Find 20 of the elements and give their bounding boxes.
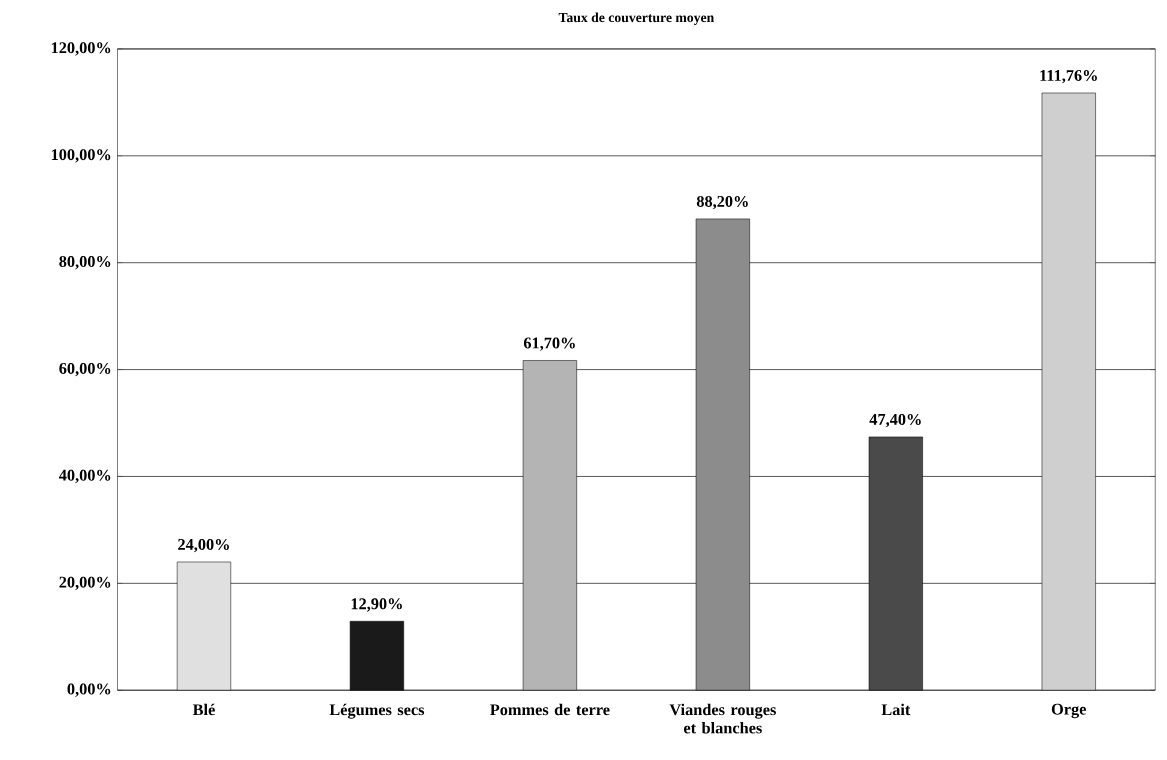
x-tick-label: Pommes de terre: [490, 703, 610, 716]
y-tick-label: 100,00%: [51, 149, 111, 163]
data-label: 12,90%: [351, 598, 402, 612]
x-tick-label: Légumes secs: [329, 703, 425, 719]
data-label: 47,40%: [869, 414, 921, 428]
data-label: 88,20%: [696, 196, 748, 210]
chart-title: Taux de couverture moyen: [558, 12, 715, 26]
data-label: 24,00%: [178, 539, 229, 553]
y-tick-label: 0,00%: [67, 683, 111, 698]
y-tick-label: 120,00%: [51, 42, 111, 56]
x-tick-label: Lait: [881, 703, 911, 716]
data-label: 111,76%: [1040, 70, 1097, 84]
y-tick-label: 80,00%: [59, 256, 111, 270]
x-tick-label: Orge: [1051, 703, 1087, 719]
x-tick-label: Blé: [192, 703, 215, 716]
x-tick-label: Viandes rouges et blanches: [669, 703, 776, 734]
y-tick-label: 40,00%: [58, 469, 111, 484]
data-label: 61,70%: [523, 337, 575, 352]
y-tick-label: 60,00%: [59, 363, 111, 377]
y-tick-label: 20,00%: [59, 576, 111, 591]
